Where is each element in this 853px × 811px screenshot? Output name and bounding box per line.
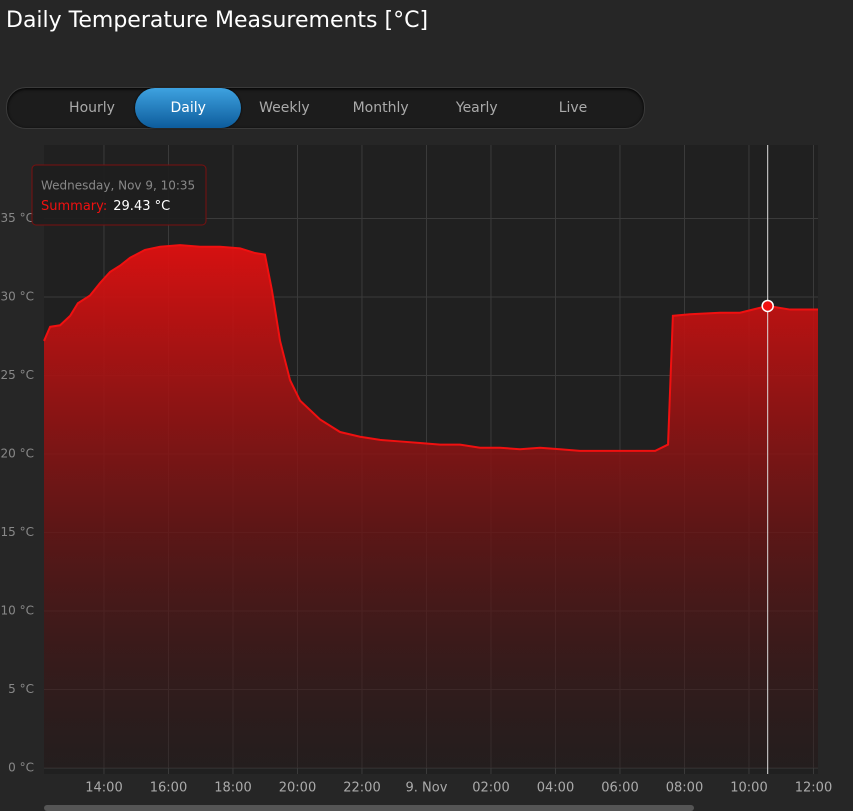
tab-bar: Hourly Daily Weekly Monthly Yearly Live xyxy=(6,87,645,129)
y-tick-label: 15 °C xyxy=(1,525,34,539)
tab[interactable]: Hourly xyxy=(69,100,115,116)
area xyxy=(44,245,818,768)
tooltip-value: 29.43 °C xyxy=(113,199,170,214)
tab[interactable]: Live xyxy=(558,100,588,116)
tooltip-box xyxy=(31,164,207,226)
y-tick-label: 30 °C xyxy=(1,290,34,304)
tooltip: Wednesday, Nov 9, 10:35 Summary: 29.43 °C xyxy=(31,164,207,226)
tab[interactable]: Monthly xyxy=(352,100,409,116)
x-tick-label: 06:00 xyxy=(601,781,638,796)
hover-point xyxy=(761,299,774,313)
scrollbar[interactable] xyxy=(44,805,694,811)
tooltip-title: Wednesday, Nov 9, 10:35 xyxy=(41,179,195,193)
x-tick-label: 18:00 xyxy=(214,781,251,796)
tooltip-series-label: Summary: xyxy=(41,199,107,214)
y-tick-label: 25 °C xyxy=(1,368,34,382)
x-tick-label: 08:00 xyxy=(666,781,703,796)
x-tick-label: 20:00 xyxy=(279,781,316,796)
x-tick-label: 04:00 xyxy=(537,781,574,796)
y-tick-label: 0 °C xyxy=(8,761,34,775)
tooltip-series: Summary: 29.43 °C xyxy=(41,199,170,214)
x-tick-label: 12:00 xyxy=(795,781,832,796)
x-tick-label: 14:00 xyxy=(85,781,122,796)
x-tick-label: 02:00 xyxy=(472,781,509,796)
tab[interactable]: Daily xyxy=(135,88,242,128)
line xyxy=(43,244,818,452)
x-tick-label: 9. Nov xyxy=(406,781,448,796)
x-tick-label: 22:00 xyxy=(343,781,380,796)
tab[interactable]: Weekly xyxy=(259,100,310,116)
page-title: Daily Temperature Measurements [°C] xyxy=(6,8,429,33)
y-tick-label: 10 °C xyxy=(1,604,34,618)
y-tick-label: 35 °C xyxy=(1,211,34,225)
x-tick-label: 16:00 xyxy=(150,781,187,796)
y-tick-label: 20 °C xyxy=(1,447,34,461)
y-tick-label: 5 °C xyxy=(8,682,34,696)
tab[interactable]: Yearly xyxy=(455,100,498,116)
x-tick-label: 10:00 xyxy=(730,781,767,796)
